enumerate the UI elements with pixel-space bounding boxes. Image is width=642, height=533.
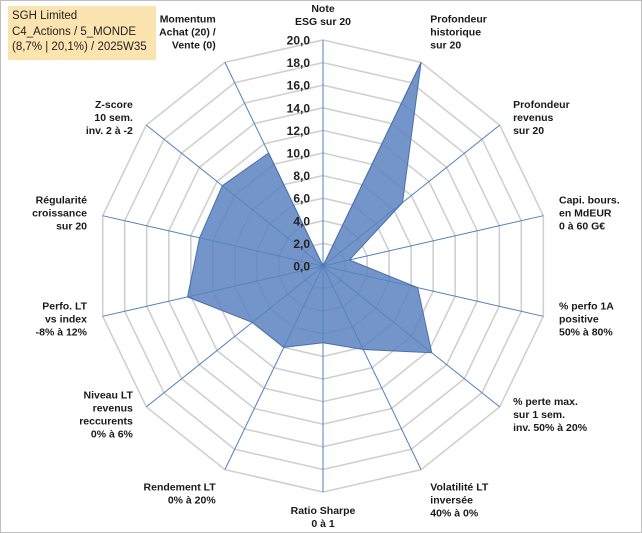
axis-label: Profondeur historique sur 20 xyxy=(430,14,487,52)
tick-label: 20,0 xyxy=(287,34,311,48)
tick-label: 16,0 xyxy=(287,79,311,93)
tick-label: 14,0 xyxy=(287,101,311,115)
tick-label: 6,0 xyxy=(293,192,310,206)
tick-label: 18,0 xyxy=(287,56,311,70)
axis-label: Note ESG sur 20 xyxy=(295,3,351,28)
tick-label: 4,0 xyxy=(293,214,310,228)
tick-label: 2,0 xyxy=(293,237,310,251)
axis-label: Profondeur revenus sur 20 xyxy=(513,99,570,137)
axis-label: Z-score 10 sem. inv. 2 à -2 xyxy=(86,99,133,137)
info-box: SGH Limited C4_Actions / 5_MONDE (8,7% |… xyxy=(8,6,156,60)
axis-label: % perte max. sur 1 sem. inv. 50% à 20% xyxy=(513,396,588,434)
axis-label: Ratio Sharpe 0 à 1 xyxy=(291,505,356,530)
axis-spoke xyxy=(322,215,544,267)
info-title: SGH Limited xyxy=(12,10,78,22)
data-area xyxy=(186,62,433,354)
tick-label: 10,0 xyxy=(287,147,311,161)
axis-label: % perfo 1A positive 50% à 80% xyxy=(559,301,614,339)
tick-label: 8,0 xyxy=(293,169,310,183)
axis-label: Volatilité LT inversée 40% à 0% xyxy=(430,481,489,519)
info-universe: C4_Actions / 5_MONDE xyxy=(12,25,136,38)
axis-label: Capi. bours. en MdEUR 0 à 60 G€ xyxy=(559,195,620,233)
axis-label: Régularité croissance sur 20 xyxy=(32,195,87,233)
axis-label: Niveau LT revenus reccurents 0% à 6% xyxy=(79,389,133,440)
tick-label: 0,0 xyxy=(293,260,310,274)
axis-label: Momentum Achat (20) / Vente (0) xyxy=(159,14,216,52)
axis-label: Perfo. LT vs index -8% à 12% xyxy=(36,301,88,339)
axis-label: Rendement LT 0% à 20% xyxy=(144,481,217,506)
tick-label: 12,0 xyxy=(287,124,311,138)
info-period: (8,7% | 20,1%) / 2025W35 xyxy=(12,41,147,53)
